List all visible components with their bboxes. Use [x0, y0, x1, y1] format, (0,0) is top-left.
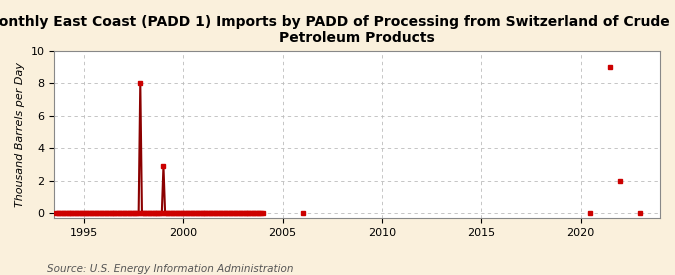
- Y-axis label: Thousand Barrels per Day: Thousand Barrels per Day: [15, 62, 25, 207]
- Text: Source: U.S. Energy Information Administration: Source: U.S. Energy Information Administ…: [47, 264, 294, 274]
- Title: Monthly East Coast (PADD 1) Imports by PADD of Processing from Switzerland of Cr: Monthly East Coast (PADD 1) Imports by P…: [0, 15, 675, 45]
